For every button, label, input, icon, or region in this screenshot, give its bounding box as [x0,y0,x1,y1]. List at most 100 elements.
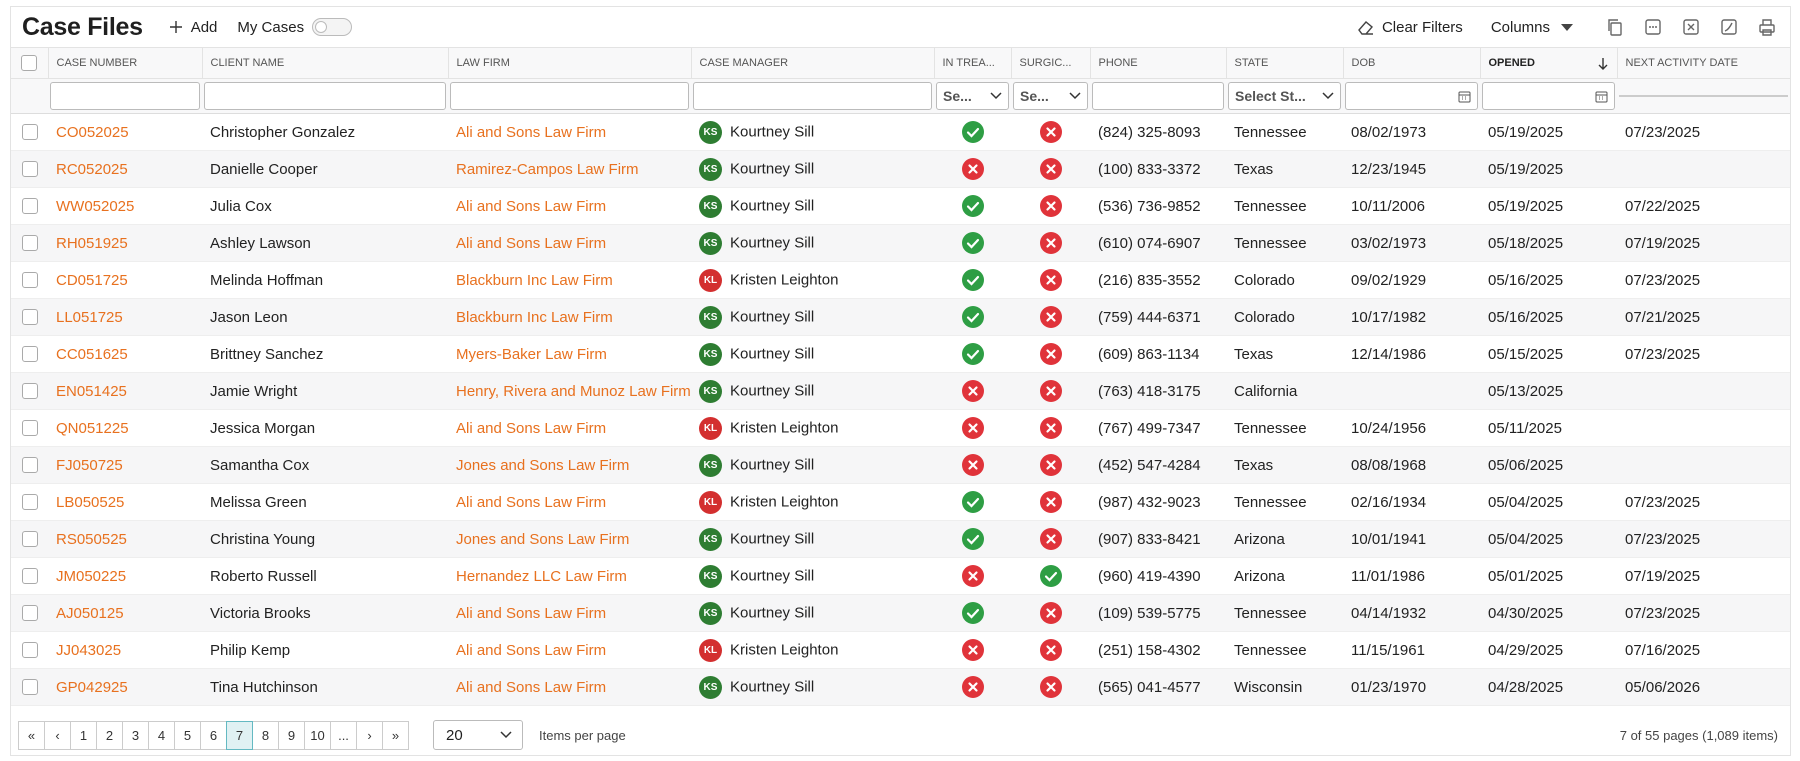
law-firm-link[interactable]: Ali and Sons Law Firm [456,198,606,215]
text-filter[interactable] [1092,82,1224,110]
law-firm-link[interactable]: Jones and Sons Law Firm [456,457,629,474]
law-firm-link[interactable]: Jones and Sons Law Firm [456,531,629,548]
row-checkbox[interactable] [22,605,38,621]
row-checkbox[interactable] [22,161,38,177]
law-firm-link[interactable]: Ali and Sons Law Firm [456,679,606,696]
row-checkbox[interactable] [22,383,38,399]
page-button[interactable]: 2 [96,721,123,750]
cell-text: 11/15/1961 [1351,642,1425,659]
page-button[interactable]: » [382,721,409,750]
row-checkbox[interactable] [22,531,38,547]
page-button[interactable]: ... [330,721,357,750]
page-button[interactable]: 7 [226,721,253,750]
row-checkbox[interactable] [22,642,38,658]
case-number-link[interactable]: CC051625 [56,346,128,363]
my-cases-toggle[interactable]: My Cases [237,18,352,36]
columns-button[interactable]: Columns [1491,19,1574,36]
sort-desc-icon[interactable] [1597,57,1609,71]
page-button[interactable]: 10 [304,721,331,750]
case-number-link[interactable]: CD051725 [56,272,128,289]
case-number-link[interactable]: JM050225 [56,568,126,585]
date-filter[interactable] [1482,82,1615,110]
page-button[interactable]: 6 [200,721,227,750]
row-checkbox[interactable] [22,679,38,695]
case-number-link[interactable]: WW052025 [56,198,134,215]
row-checkbox[interactable] [22,457,38,473]
case-number-link[interactable]: LB050525 [56,494,124,511]
csv-icon[interactable] [1644,18,1662,36]
select-filter[interactable]: Select St... [1228,82,1341,110]
page-button[interactable]: 8 [252,721,279,750]
case-number-link[interactable]: CO052025 [56,124,129,141]
cell: (565) 041-4577 [1090,669,1226,706]
law-firm-link[interactable]: Henry, Rivera and Munoz Law Firm [456,383,691,400]
text-filter[interactable] [204,82,446,110]
excel-icon[interactable] [1682,18,1700,36]
filter-cell [1480,79,1617,114]
row-checkbox[interactable] [22,198,38,214]
row-checkbox[interactable] [22,568,38,584]
case-number-link[interactable]: RC052025 [56,161,128,178]
row-checkbox[interactable] [22,420,38,436]
case-table: CASE NUMBERCLIENT NAMELAW FIRMCASE MANAG… [11,47,1790,706]
case-number-link[interactable]: JJ043025 [56,642,121,659]
page-button[interactable]: 4 [148,721,175,750]
print-icon[interactable] [1758,18,1776,36]
pdf-icon[interactable] [1720,18,1738,36]
case-number-link[interactable]: QN051225 [56,420,129,437]
row-checkbox[interactable] [22,346,38,362]
cell: Hernandez LLC Law Firm [448,558,691,595]
law-firm-link[interactable]: Hernandez LLC Law Firm [456,568,627,585]
row-checkbox[interactable] [22,309,38,325]
select-filter[interactable]: Se... [1013,82,1088,110]
case-number-link[interactable]: LL051725 [56,309,123,326]
law-firm-link[interactable]: Ali and Sons Law Firm [456,124,606,141]
row-checkbox[interactable] [22,235,38,251]
row-checkbox[interactable] [22,272,38,288]
case-number-link[interactable]: AJ050125 [56,605,124,622]
law-firm-link[interactable]: Ali and Sons Law Firm [456,235,606,252]
page-button[interactable]: › [356,721,383,750]
add-button[interactable]: Add [169,19,218,36]
toggle-switch[interactable] [312,18,352,36]
manager-avatar: KL [699,491,722,514]
law-firm-link[interactable]: Ali and Sons Law Firm [456,642,606,659]
case-number-link[interactable]: GP042925 [56,679,128,696]
copy-icon[interactable] [1606,18,1624,36]
per-page-select[interactable]: 20 [433,720,523,750]
case-number-link[interactable]: FJ050725 [56,457,123,474]
page-button[interactable]: « [18,721,45,750]
cell: Blackburn Inc Law Firm [448,299,691,336]
case-number-link[interactable]: EN051425 [56,383,127,400]
manager-name: Kourtney Sill [730,456,814,473]
select-filter[interactable]: Se... [936,82,1009,110]
row-checkbox[interactable] [22,124,38,140]
law-firm-link[interactable]: Ali and Sons Law Firm [456,420,606,437]
page-button[interactable]: 1 [70,721,97,750]
law-firm-link[interactable]: Blackburn Inc Law Firm [456,309,613,326]
law-firm-link[interactable]: Ali and Sons Law Firm [456,605,606,622]
case-row: EN051425Jamie WrightHenry, Rivera and Mu… [11,373,1790,410]
law-firm-link[interactable]: Ali and Sons Law Firm [456,494,606,511]
select-all-checkbox[interactable] [21,55,37,71]
text-filter[interactable] [450,82,689,110]
law-firm-link[interactable]: Myers-Baker Law Firm [456,346,607,363]
clear-filters-button[interactable]: Clear Filters [1357,19,1463,36]
law-firm-link[interactable]: Ramirez-Campos Law Firm [456,161,639,178]
cell: CD051725 [48,262,202,299]
law-firm-link[interactable]: Blackburn Inc Law Firm [456,272,613,289]
cross-icon [1039,416,1063,440]
case-number-link[interactable]: RS050525 [56,531,127,548]
row-checkbox[interactable] [22,494,38,510]
cell: 07/22/2025 [1617,188,1790,225]
page-button[interactable]: 9 [278,721,305,750]
filter-cell [48,79,202,114]
date-filter[interactable] [1345,82,1478,110]
page-button[interactable]: 5 [174,721,201,750]
case-number-link[interactable]: RH051925 [56,235,128,252]
text-filter[interactable] [693,82,932,110]
page-button[interactable]: 3 [122,721,149,750]
cell: Melinda Hoffman [202,262,448,299]
text-filter[interactable] [50,82,200,110]
page-button[interactable]: ‹ [44,721,71,750]
